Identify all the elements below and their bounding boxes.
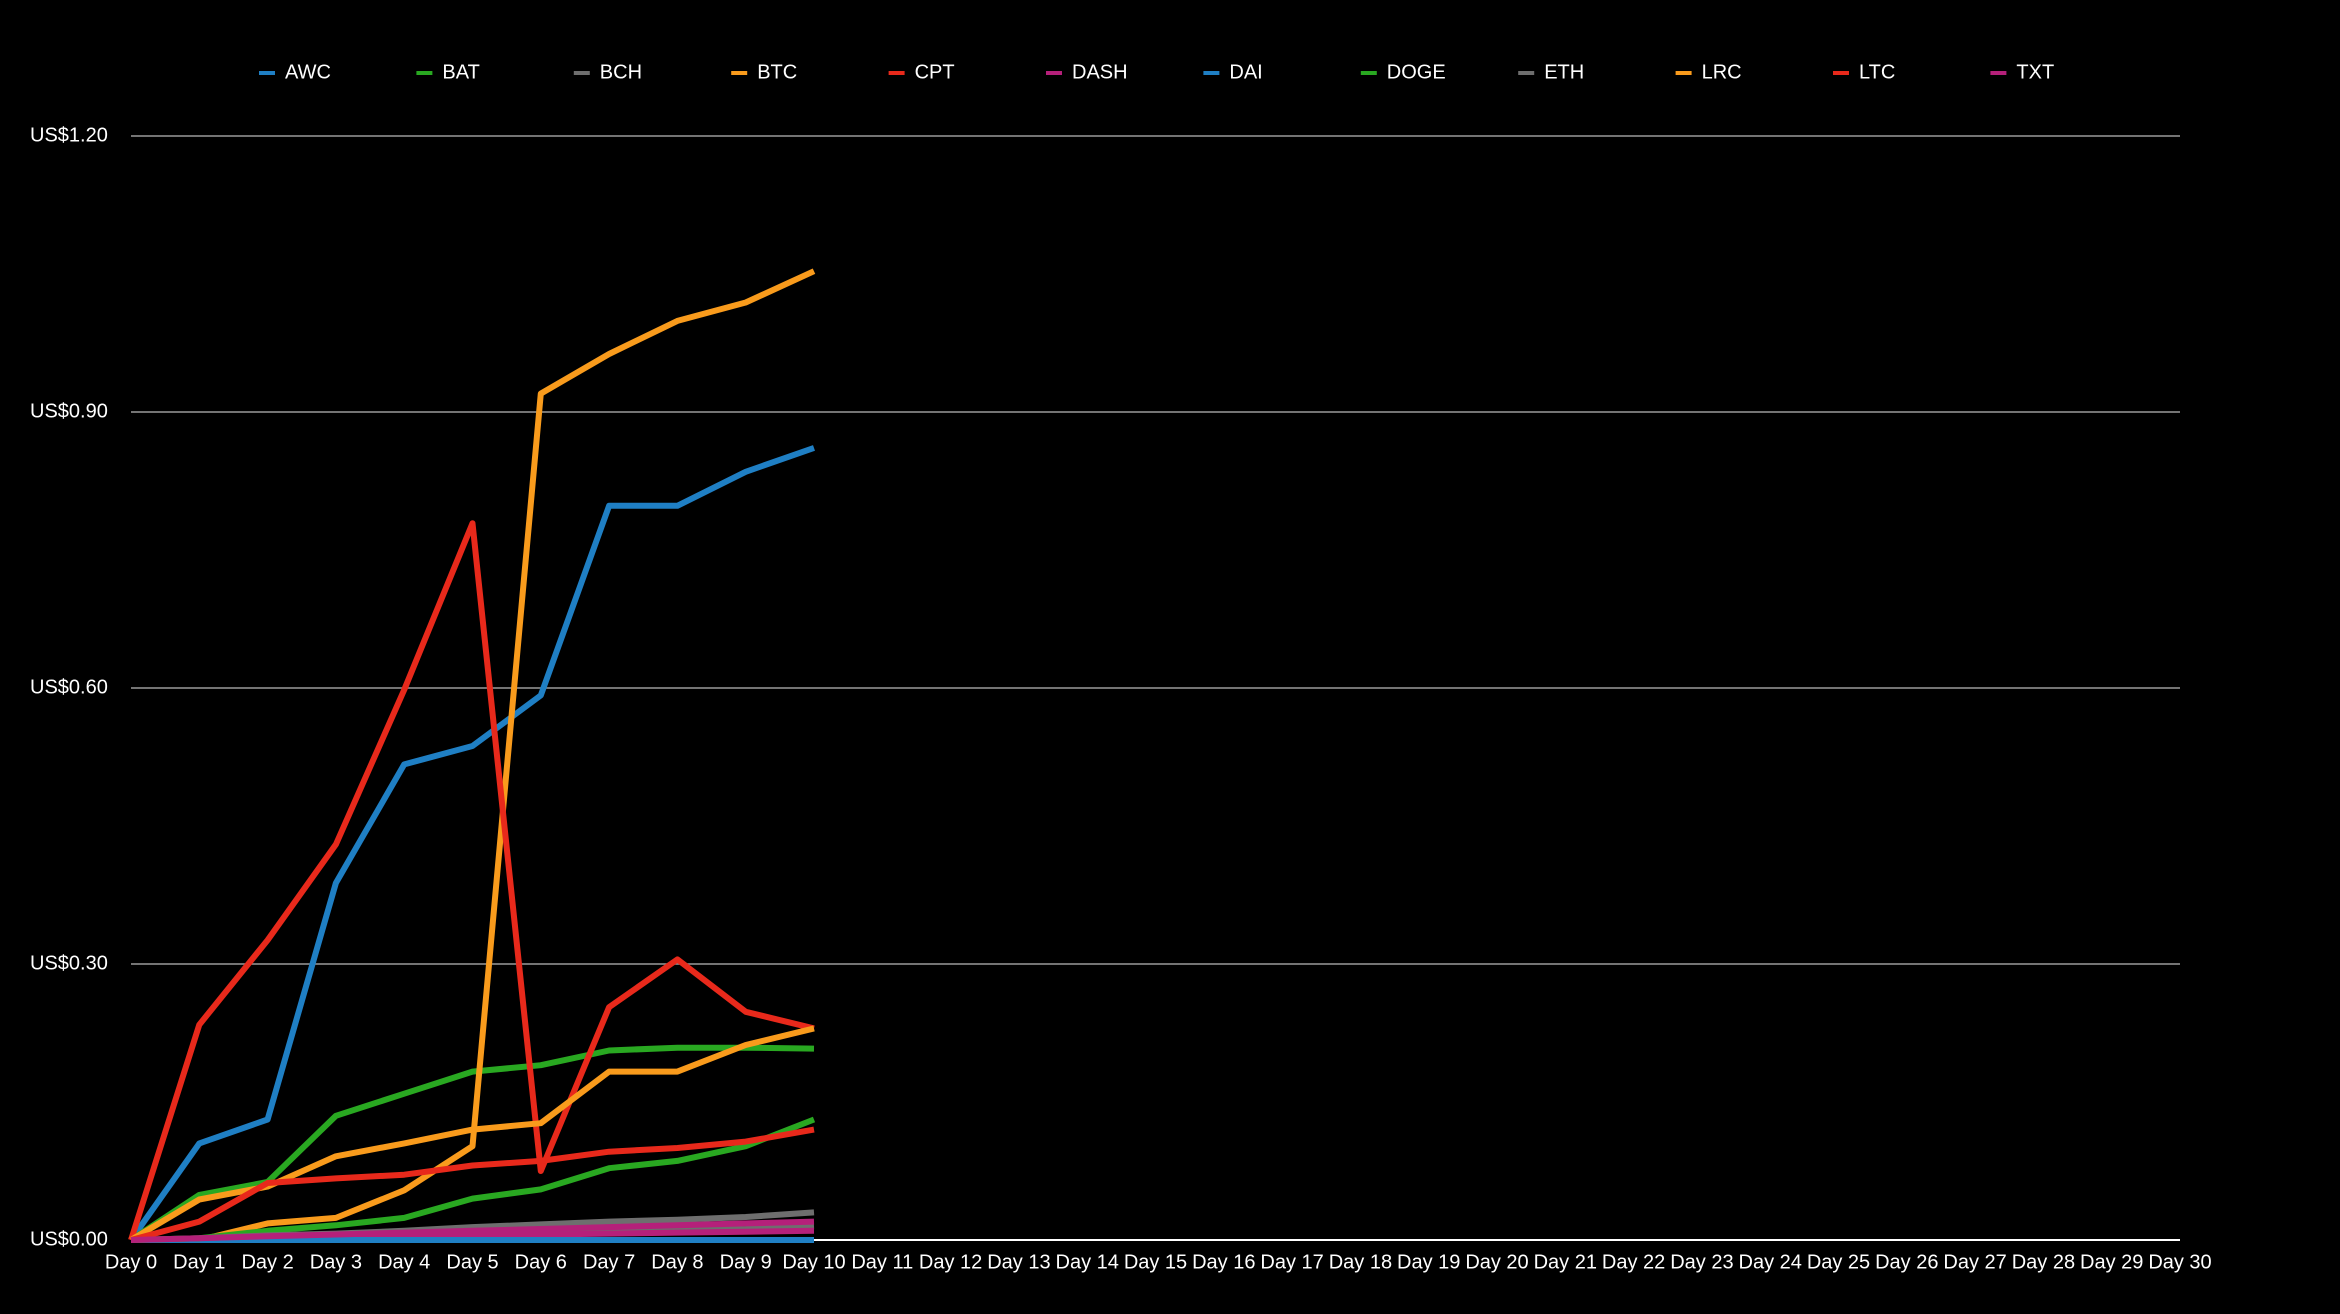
- x-tick-label: Day 29: [2080, 1251, 2143, 1273]
- x-tick-label: Day 27: [1943, 1251, 2006, 1273]
- legend-label: LRC: [1702, 61, 1742, 83]
- legend-label: CPT: [915, 61, 955, 83]
- x-tick-label: Day 14: [1056, 1251, 1119, 1273]
- series-line: [130, 1116, 816, 1243]
- x-tick-label: Day 5: [446, 1251, 498, 1273]
- series-line: [130, 1218, 815, 1243]
- x-tick-label: Day 8: [651, 1251, 703, 1273]
- x-tick-label: Day 1: [173, 1251, 225, 1273]
- legend-label: BTC: [757, 61, 797, 83]
- x-tick-label: Day 3: [310, 1251, 362, 1273]
- legend-label: DAI: [1229, 61, 1262, 83]
- legend-label: AWC: [285, 61, 331, 83]
- x-tick-label: Day 4: [378, 1251, 430, 1273]
- x-tick-label: Day 7: [583, 1251, 635, 1273]
- y-tick-label: US$1.20: [30, 124, 108, 146]
- series-line: [128, 520, 815, 1241]
- y-tick-label: US$0.30: [30, 952, 108, 974]
- series-line: [129, 1044, 815, 1243]
- legend-label: BCH: [600, 61, 642, 83]
- y-tick-label: US$0.90: [30, 400, 108, 422]
- x-tick-label: Day 19: [1397, 1251, 1460, 1273]
- x-tick-label: Day 18: [1329, 1251, 1392, 1273]
- legend-label: BAT: [442, 61, 479, 83]
- legend-label: TXT: [2016, 61, 2054, 83]
- x-tick-label: Day 16: [1192, 1251, 1255, 1273]
- series-line: [128, 445, 815, 1242]
- x-tick-label: Day 28: [2012, 1251, 2075, 1273]
- x-tick-label: Day 17: [1260, 1251, 1323, 1273]
- y-tick-label: US$0.60: [30, 676, 108, 698]
- series-line: [130, 1126, 815, 1243]
- legend-label: DASH: [1072, 61, 1128, 83]
- legend-label: ETH: [1544, 61, 1584, 83]
- x-tick-label: Day 20: [1465, 1251, 1528, 1273]
- x-tick-label: Day 21: [1534, 1251, 1597, 1273]
- x-tick-label: Day 15: [1124, 1251, 1187, 1273]
- x-tick-label: Day 9: [720, 1251, 772, 1273]
- x-tick-label: Day 25: [1807, 1251, 1870, 1273]
- series-line: [129, 1025, 815, 1243]
- x-tick-label: Day 12: [919, 1251, 982, 1273]
- legend-label: LTC: [1859, 61, 1895, 83]
- x-tick-label: Day 23: [1670, 1251, 1733, 1273]
- x-tick-label: Day 26: [1875, 1251, 1938, 1273]
- x-tick-label: Day 2: [241, 1251, 293, 1273]
- legend-label: DOGE: [1387, 61, 1446, 83]
- x-tick-label: Day 6: [515, 1251, 567, 1273]
- x-tick-label: Day 0: [105, 1251, 157, 1273]
- x-tick-label: Day 22: [1602, 1251, 1665, 1273]
- y-tick-label: US$0.00: [30, 1228, 108, 1250]
- x-tick-label: Day 13: [987, 1251, 1050, 1273]
- x-tick-label: Day 30: [2148, 1251, 2211, 1273]
- x-tick-label: Day 11: [851, 1251, 913, 1273]
- x-tick-label: Day 10: [782, 1251, 845, 1273]
- series-line: [131, 268, 816, 1243]
- x-tick-label: Day 24: [1739, 1251, 1802, 1273]
